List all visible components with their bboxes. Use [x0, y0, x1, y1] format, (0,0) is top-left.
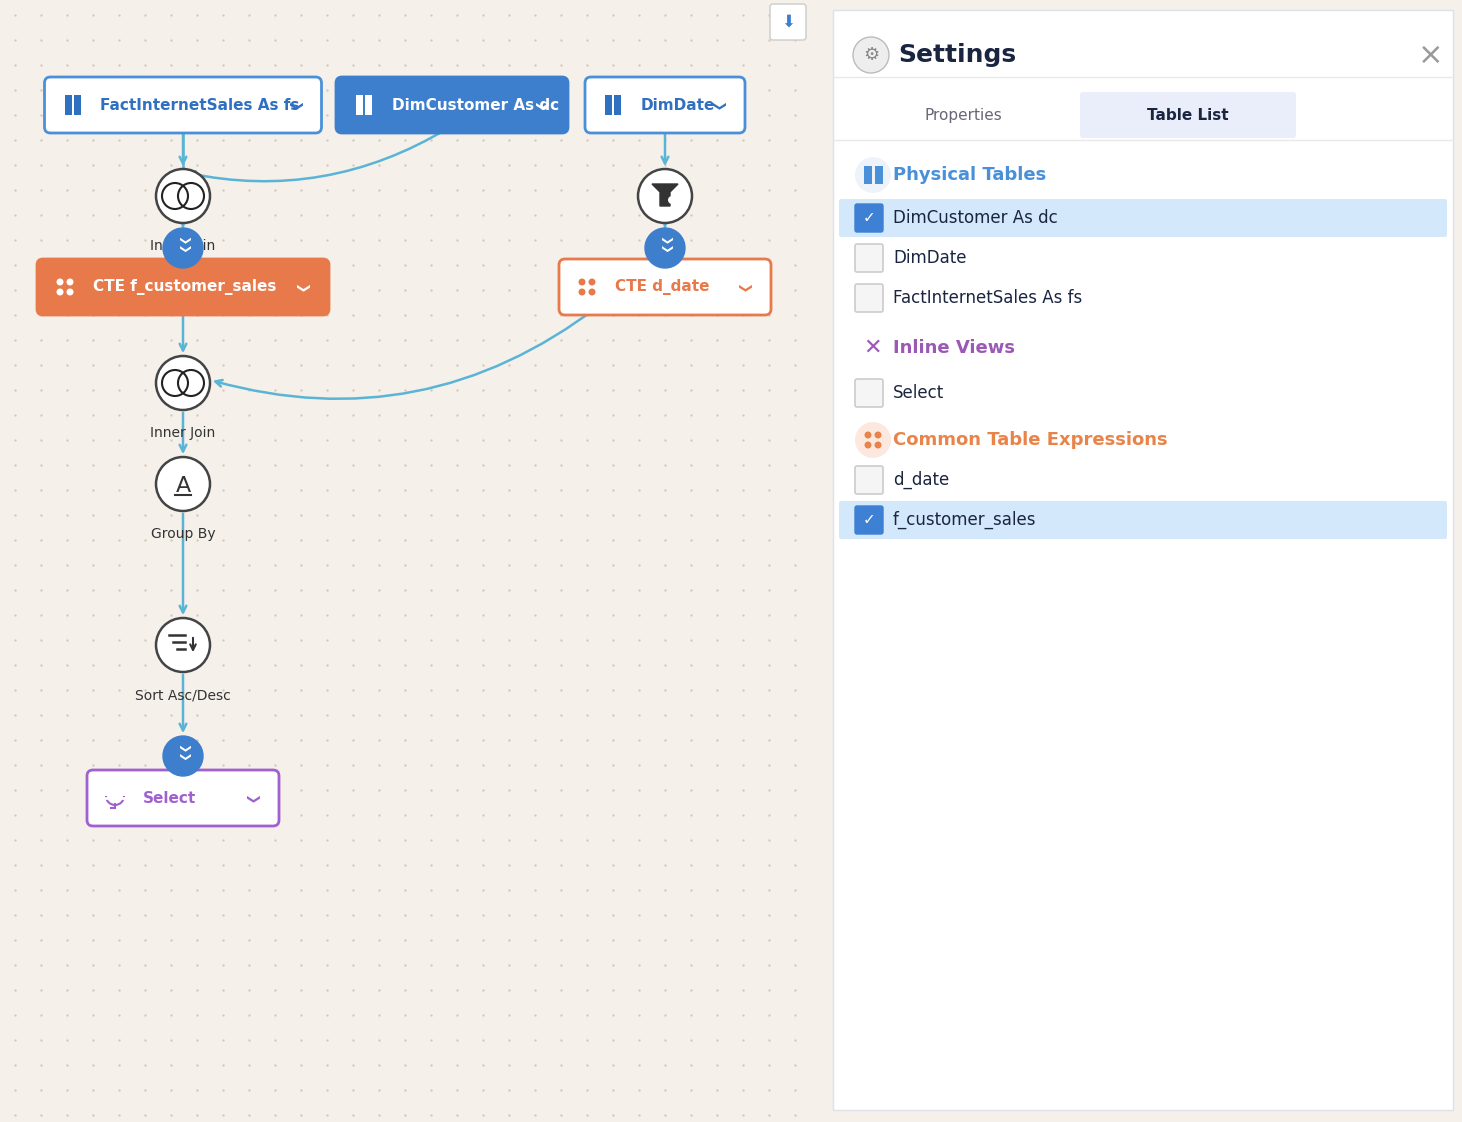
- Text: ❯: ❯: [711, 101, 724, 111]
- Text: Inner Join: Inner Join: [151, 239, 215, 252]
- Text: ✓: ✓: [863, 211, 876, 226]
- Circle shape: [156, 356, 211, 410]
- Circle shape: [852, 37, 889, 73]
- FancyBboxPatch shape: [614, 95, 621, 114]
- Circle shape: [66, 278, 73, 285]
- Circle shape: [156, 169, 211, 223]
- FancyBboxPatch shape: [855, 506, 883, 534]
- FancyBboxPatch shape: [44, 77, 322, 134]
- Text: ×: ×: [1418, 40, 1444, 70]
- Circle shape: [864, 441, 871, 449]
- FancyBboxPatch shape: [770, 4, 806, 40]
- FancyBboxPatch shape: [874, 166, 883, 184]
- Circle shape: [57, 288, 63, 295]
- Text: Inline Views: Inline Views: [893, 339, 1015, 357]
- Circle shape: [645, 228, 686, 268]
- Text: Settings: Settings: [898, 43, 1016, 67]
- Text: Inner Join: Inner Join: [151, 426, 215, 440]
- Text: ❯: ❯: [294, 283, 307, 293]
- Circle shape: [668, 196, 675, 204]
- Text: DimCustomer As dc: DimCustomer As dc: [392, 98, 558, 112]
- Text: A: A: [175, 476, 190, 496]
- FancyBboxPatch shape: [336, 77, 569, 134]
- Text: ❯❯: ❯❯: [177, 744, 189, 762]
- FancyBboxPatch shape: [366, 95, 371, 114]
- Polygon shape: [652, 184, 678, 206]
- Text: ❯: ❯: [244, 793, 257, 804]
- Circle shape: [162, 736, 203, 776]
- Text: DimCustomer As dc: DimCustomer As dc: [893, 209, 1057, 227]
- Circle shape: [162, 228, 203, 268]
- Circle shape: [579, 288, 585, 295]
- FancyBboxPatch shape: [855, 466, 883, 494]
- Circle shape: [156, 618, 211, 672]
- Circle shape: [579, 278, 585, 285]
- Text: ⬇: ⬇: [781, 13, 795, 31]
- FancyBboxPatch shape: [585, 77, 746, 134]
- Circle shape: [855, 422, 890, 458]
- Text: ✓: ✓: [863, 513, 876, 527]
- Text: ❯: ❯: [534, 101, 547, 111]
- FancyBboxPatch shape: [605, 95, 613, 114]
- FancyBboxPatch shape: [855, 284, 883, 312]
- FancyBboxPatch shape: [64, 95, 72, 114]
- FancyBboxPatch shape: [357, 95, 363, 114]
- FancyBboxPatch shape: [855, 243, 883, 272]
- FancyBboxPatch shape: [102, 776, 127, 795]
- Text: Properties: Properties: [924, 108, 1001, 122]
- Circle shape: [66, 288, 73, 295]
- Text: DimDate: DimDate: [893, 249, 966, 267]
- Text: Table List: Table List: [1148, 108, 1230, 122]
- Circle shape: [57, 278, 63, 285]
- Text: Select: Select: [893, 384, 944, 402]
- FancyBboxPatch shape: [558, 259, 770, 315]
- FancyBboxPatch shape: [855, 379, 883, 407]
- Text: FactInternetSales As fs: FactInternetSales As fs: [101, 98, 300, 112]
- Text: CTE d_date: CTE d_date: [616, 279, 709, 295]
- Text: Common Table Expressions: Common Table Expressions: [893, 431, 1168, 449]
- Text: Filter: Filter: [648, 239, 683, 252]
- Text: Sort Asc/Desc: Sort Asc/Desc: [135, 688, 231, 702]
- FancyBboxPatch shape: [73, 95, 80, 114]
- Circle shape: [589, 278, 595, 285]
- Text: ❯: ❯: [287, 101, 300, 111]
- Text: Physical Tables: Physical Tables: [893, 166, 1047, 184]
- Circle shape: [874, 432, 882, 439]
- Text: DimDate: DimDate: [640, 98, 715, 112]
- FancyBboxPatch shape: [839, 199, 1447, 237]
- Text: ❯❯: ❯❯: [177, 236, 189, 255]
- FancyBboxPatch shape: [88, 770, 279, 826]
- Text: d_date: d_date: [893, 471, 949, 489]
- FancyBboxPatch shape: [839, 502, 1447, 539]
- FancyBboxPatch shape: [37, 259, 329, 315]
- FancyBboxPatch shape: [1080, 92, 1295, 138]
- Text: ⚙: ⚙: [863, 46, 879, 64]
- Circle shape: [864, 432, 871, 439]
- Text: Group By: Group By: [151, 527, 215, 541]
- Circle shape: [855, 157, 890, 193]
- Text: ❯: ❯: [737, 283, 750, 293]
- Circle shape: [874, 441, 882, 449]
- Text: ❯❯: ❯❯: [659, 236, 671, 255]
- FancyBboxPatch shape: [864, 166, 871, 184]
- Circle shape: [637, 169, 692, 223]
- Text: CTE f_customer_sales: CTE f_customer_sales: [94, 279, 276, 295]
- Text: f_customer_sales: f_customer_sales: [893, 511, 1037, 530]
- Text: ✕: ✕: [864, 338, 882, 358]
- Text: FactInternetSales As fs: FactInternetSales As fs: [893, 289, 1082, 307]
- FancyBboxPatch shape: [833, 10, 1453, 1110]
- FancyBboxPatch shape: [855, 204, 883, 232]
- Text: Select: Select: [143, 791, 196, 806]
- Circle shape: [589, 288, 595, 295]
- Circle shape: [156, 457, 211, 511]
